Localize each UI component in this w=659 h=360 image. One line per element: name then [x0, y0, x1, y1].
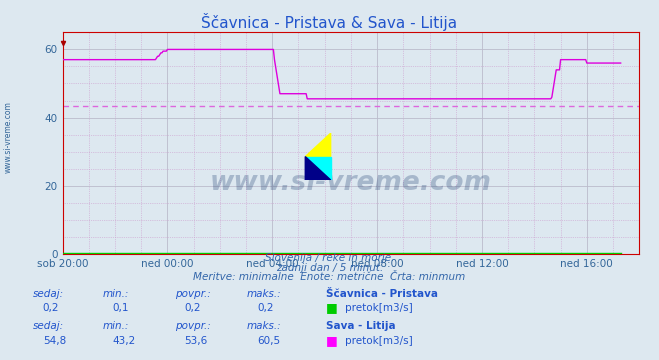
Text: min.:: min.: — [102, 289, 129, 299]
Polygon shape — [305, 157, 331, 180]
Polygon shape — [305, 133, 331, 157]
Text: ■: ■ — [326, 301, 338, 314]
Text: 53,6: 53,6 — [185, 336, 208, 346]
Text: pretok[m3/s]: pretok[m3/s] — [345, 336, 413, 346]
Text: ■: ■ — [326, 334, 338, 347]
Text: 54,8: 54,8 — [43, 336, 66, 346]
Text: maks.:: maks.: — [247, 289, 282, 299]
Text: maks.:: maks.: — [247, 321, 282, 332]
Text: pretok[m3/s]: pretok[m3/s] — [345, 303, 413, 314]
Text: povpr.:: povpr.: — [175, 289, 210, 299]
Text: 43,2: 43,2 — [112, 336, 135, 346]
Text: sedaj:: sedaj: — [33, 321, 64, 332]
Polygon shape — [305, 157, 331, 180]
Text: sedaj:: sedaj: — [33, 289, 64, 299]
Text: Ščavnica - Pristava: Ščavnica - Pristava — [326, 289, 438, 299]
Text: 0,1: 0,1 — [112, 303, 129, 314]
Text: min.:: min.: — [102, 321, 129, 332]
Text: www.si-vreme.com: www.si-vreme.com — [3, 101, 13, 173]
Text: povpr.:: povpr.: — [175, 321, 210, 332]
Text: Ščavnica - Pristava & Sava - Litija: Ščavnica - Pristava & Sava - Litija — [202, 13, 457, 31]
Text: 60,5: 60,5 — [257, 336, 280, 346]
Text: 0,2: 0,2 — [257, 303, 273, 314]
Text: Meritve: minimalne  Enote: metrične  Črta: minmum: Meritve: minimalne Enote: metrične Črta:… — [193, 273, 466, 283]
Text: 0,2: 0,2 — [185, 303, 201, 314]
Text: www.si-vreme.com: www.si-vreme.com — [210, 170, 492, 196]
Text: Sava - Litija: Sava - Litija — [326, 321, 396, 332]
Text: Slovenija / reke in morje.: Slovenija / reke in morje. — [265, 253, 394, 263]
Text: zadnji dan / 5 minut.: zadnji dan / 5 minut. — [276, 263, 383, 273]
Text: 0,2: 0,2 — [43, 303, 59, 314]
